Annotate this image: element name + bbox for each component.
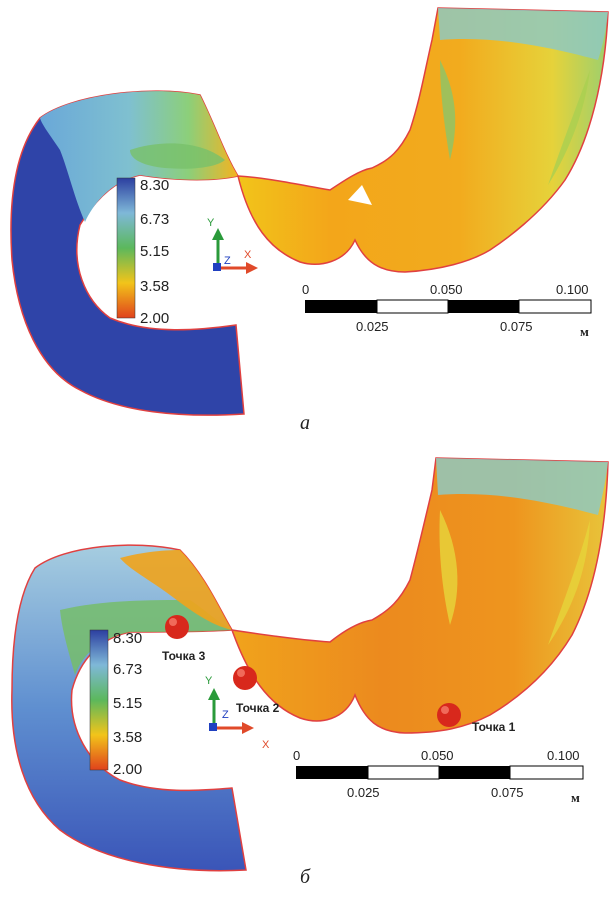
bend-orange-band [120,550,232,630]
legend-label-min: 2.00 [140,310,169,327]
legend-colorbar [116,177,136,319]
axis-triad: Y X Z [207,217,258,274]
scale-tick-0075: 0.075 [491,785,524,800]
scale-tick-0025: 0.025 [347,785,380,800]
scale-tick-0050: 0.050 [430,282,463,297]
legend-label-min: 2.00 [113,761,142,778]
axis-triad: Y X Z [205,675,270,751]
axis-x-label: X [244,249,252,261]
scale-unit: м [580,324,589,339]
legend-label-high: 6.73 [113,661,142,678]
legend-colorbar [89,629,109,771]
axis-z-label: Z [224,255,231,267]
right-pipe-region [237,7,609,273]
probe-point-3-label: Точка 3 [162,649,206,663]
legend-label-mid: 5.15 [140,243,169,260]
axis-z-label: Z [222,709,229,721]
scale-tick-0100: 0.100 [547,748,580,763]
legend-label-max: 8.30 [113,630,142,647]
caption-b: б [300,866,311,888]
bend-inner-green-band [60,600,232,675]
scale-bar: 0 0.050 0.100 0.025 0.075 м [302,282,592,339]
scale-tick-0: 0 [293,748,300,763]
pipe-notch-1 [348,185,372,205]
scale-tick-0100: 0.100 [556,282,589,297]
legend-label-mid: 5.15 [113,695,142,712]
right-pipe-region [230,457,609,734]
legend-label-max: 8.30 [140,177,169,194]
caption-a: а [300,412,310,434]
probe-point-1: Точка 1 [437,703,516,734]
panel-a: 8.30 6.73 5.15 3.58 2.00 Y X Z 0 0.050 0… [10,7,609,434]
contour-plot-a: 8.30 6.73 5.15 3.58 2.00 Y X Z 0 0.050 0… [10,7,609,416]
contour-plot-b: 8.30 6.73 5.15 3.58 2.00 Точка 3 Точка 2… [11,457,609,872]
panel-b: 8.30 6.73 5.15 3.58 2.00 Точка 3 Точка 2… [0,450,615,893]
pipe-yellow-streak [439,510,458,625]
scale-tick-0050: 0.050 [421,748,454,763]
axis-y-label: Y [205,675,213,687]
legend-label-low: 3.58 [140,278,169,295]
bend-green-band [130,143,225,169]
axis-x-label: X [262,739,270,751]
scale-tick-0075: 0.075 [500,319,533,334]
legend-label-high: 6.73 [140,211,169,228]
probe-point-3: Точка 3 [162,615,206,663]
pipe-inlet-light-band [438,8,608,60]
axis-y-label: Y [207,217,215,229]
scale-tick-0: 0 [302,282,309,297]
scale-unit: м [571,790,580,805]
probe-point-1-label: Точка 1 [472,720,516,734]
pipe-green-streak-right [548,70,590,185]
pipe-inlet-light-band [436,458,608,515]
scale-tick-0025: 0.025 [356,319,389,334]
pipe-green-streak [440,60,456,160]
probe-point-2-label: Точка 2 [236,701,280,715]
legend-label-low: 3.58 [113,729,142,746]
probe-point-2: Точка 2 [233,666,280,715]
scale-bar: 0 0.050 0.100 0.025 0.075 м [293,748,584,805]
